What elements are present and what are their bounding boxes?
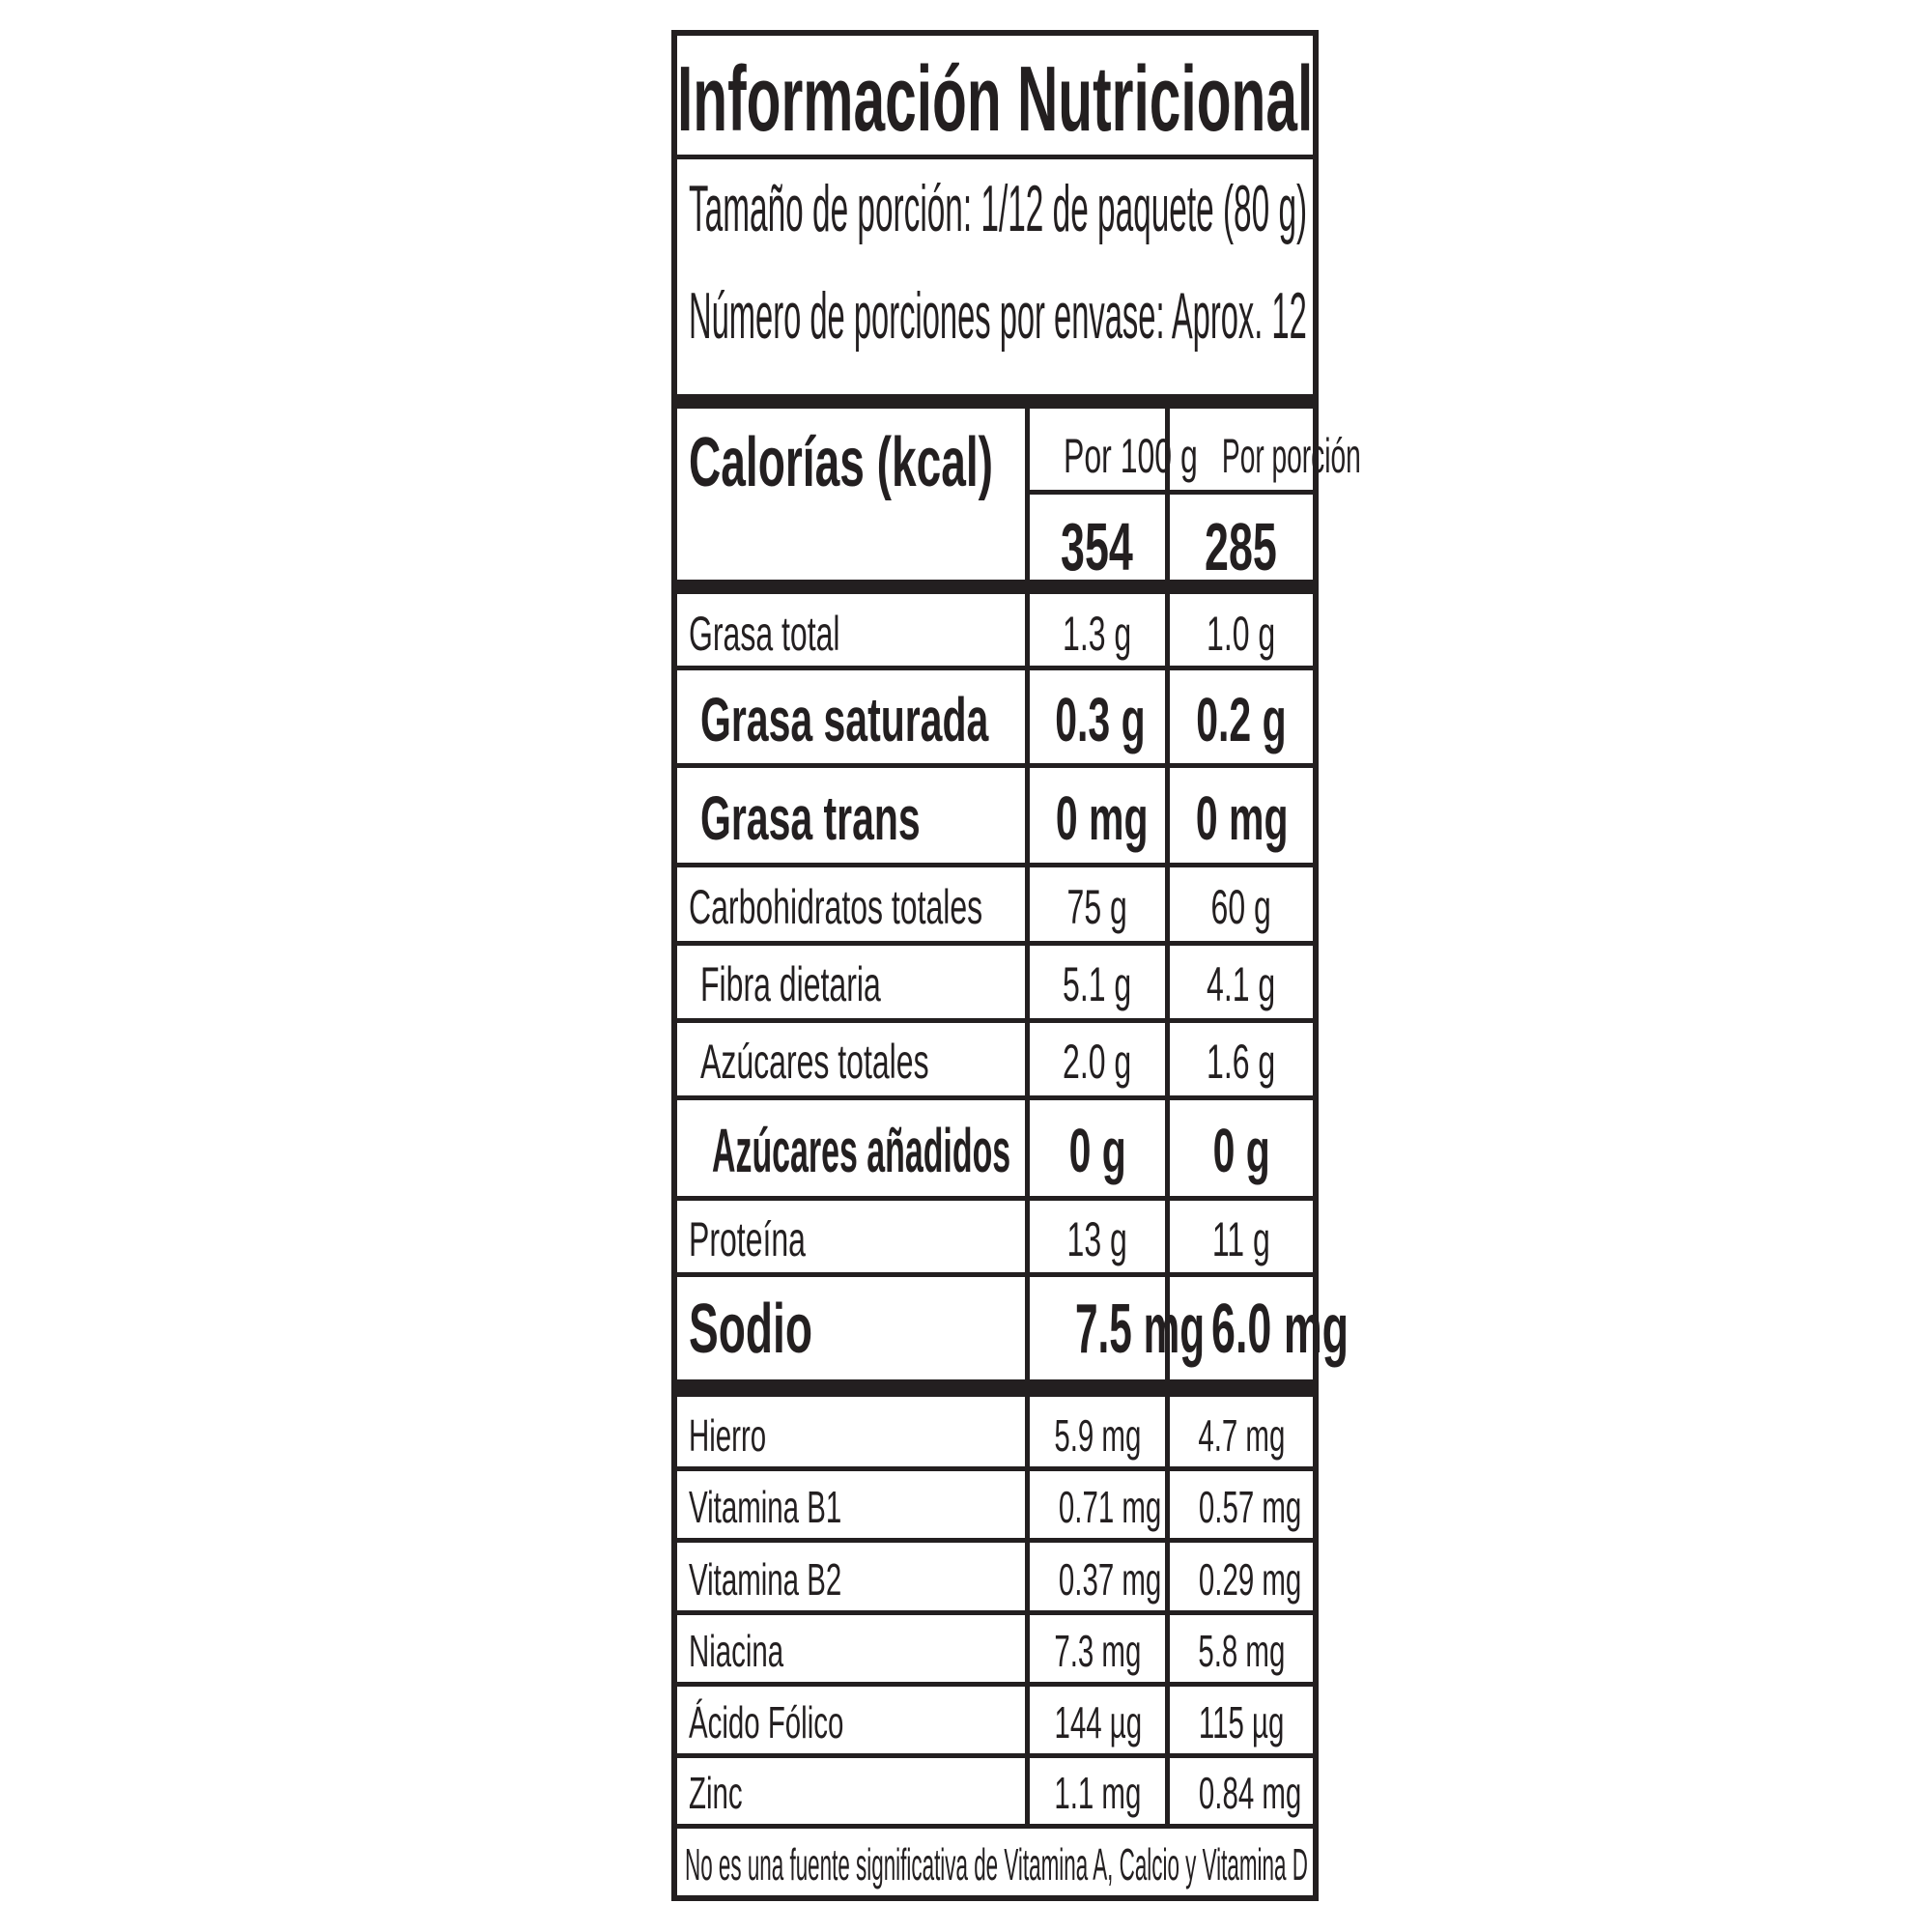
micronutrient-per-100g: 1.1 mg	[1054, 1768, 1142, 1818]
micronutrient-per-100g: 144 µg	[1054, 1697, 1143, 1747]
nutrient-per-100g: 0 g	[1068, 1116, 1126, 1185]
nutrient-label: Sodio	[689, 1291, 812, 1368]
nutrient-per-serving: 0 mg	[1195, 782, 1289, 853]
nutrient-label: Carbohidratos totales	[689, 879, 983, 934]
col1-header: Por 100 g	[1064, 429, 1198, 483]
nutrient-per-100g: 1.3 g	[1063, 606, 1132, 661]
row-divider	[677, 1272, 1313, 1277]
row-divider	[677, 666, 1313, 670]
servings-per-container: Número de porciones por envase: Aprox. 1…	[689, 279, 1307, 353]
nutrient-per-serving: 6.0 mg	[1211, 1291, 1350, 1368]
nutrient-per-100g: 75 g	[1066, 879, 1128, 934]
micronutrient-per-serving: 0.84 mg	[1198, 1768, 1302, 1818]
nutrient-per-serving: 1.0 g	[1207, 606, 1276, 661]
nutrient-label: Grasa total	[689, 606, 840, 661]
nutrient-label: Grasa trans	[700, 782, 921, 853]
nutrient-label: Azúcares totales	[700, 1035, 929, 1089]
footnote: No es una fuente significativa de Vitami…	[685, 1839, 1308, 1889]
nutrient-per-100g: 13 g	[1066, 1211, 1128, 1266]
calories-label: Calorías (kcal)	[689, 424, 994, 501]
nutrient-per-100g: 0 mg	[1055, 782, 1149, 853]
nutrient-per-100g: 5.1 g	[1063, 957, 1132, 1011]
thick-divider	[677, 1379, 1313, 1397]
nutrient-per-serving: 0 g	[1212, 1116, 1270, 1185]
column-divider	[1025, 409, 1030, 580]
micronutrient-per-serving: 4.7 mg	[1197, 1409, 1285, 1461]
micronutrient-per-100g: 5.9 mg	[1054, 1409, 1142, 1461]
row-divider	[677, 1466, 1313, 1471]
column-divider	[1025, 594, 1030, 1829]
column-divider	[1165, 409, 1170, 580]
row-divider	[677, 1753, 1313, 1758]
micronutrient-per-100g: 0.71 mg	[1058, 1482, 1162, 1532]
calories-per-serving: 285	[1204, 509, 1277, 584]
row-divider	[677, 1196, 1313, 1201]
calories-per-100g: 354	[1060, 509, 1133, 584]
micronutrient-per-serving: 0.57 mg	[1198, 1482, 1302, 1532]
micronutrient-label: Vitamina B1	[689, 1482, 842, 1532]
nutrient-per-serving: 11 g	[1212, 1211, 1270, 1266]
label-title: Información Nutricional	[677, 47, 1314, 151]
nutrient-per-serving: 4.1 g	[1207, 957, 1276, 1011]
micronutrient-label: Zinc	[689, 1768, 743, 1818]
micronutrient-per-serving: 0.29 mg	[1198, 1553, 1302, 1605]
micronutrient-per-100g: 0.37 mg	[1058, 1553, 1162, 1605]
column-divider	[1165, 594, 1170, 1829]
row-divider	[677, 1682, 1313, 1687]
col2-header: Por porción	[1221, 429, 1361, 483]
micronutrient-per-serving: 5.8 mg	[1197, 1626, 1285, 1676]
nutrient-per-serving: 0.2 g	[1196, 684, 1287, 754]
thick-divider	[677, 580, 1313, 594]
nutrient-label: Grasa saturada	[700, 684, 989, 754]
row-divider	[677, 763, 1313, 768]
micronutrient-per-serving: 115 µg	[1198, 1697, 1285, 1747]
row-divider	[677, 1095, 1313, 1100]
micronutrient-per-100g: 7.3 mg	[1054, 1626, 1142, 1676]
row-divider	[677, 941, 1313, 946]
nutrient-label: Fibra dietaria	[700, 957, 881, 1011]
row-divider	[677, 1538, 1313, 1543]
micronutrient-label: Ácido Fólico	[689, 1697, 844, 1747]
divider	[677, 1824, 1313, 1829]
serving-size: Tamaño de porción: 1/12 de paquete (80 g…	[689, 172, 1308, 245]
row-divider	[677, 863, 1313, 867]
nutrient-per-100g: 7.5 mg	[1075, 1291, 1206, 1368]
nutrient-per-100g: 0.3 g	[1055, 684, 1146, 754]
micronutrient-label: Vitamina B2	[689, 1553, 842, 1605]
nutrition-facts-label: Información Nutricional Tamaño de porció…	[671, 30, 1361, 1901]
micronutrient-label: Hierro	[689, 1409, 767, 1461]
nutrient-per-serving: 60 g	[1210, 879, 1272, 934]
nutrient-per-100g: 2.0 g	[1063, 1035, 1132, 1089]
nutrient-label: Azúcares añadidos	[712, 1116, 1011, 1185]
nutrient-label: Proteína	[689, 1211, 806, 1266]
divider	[677, 155, 1313, 159]
thick-divider	[677, 394, 1313, 409]
row-divider	[677, 1018, 1313, 1023]
row-divider	[677, 1610, 1313, 1615]
micronutrient-label: Niacina	[689, 1626, 784, 1676]
nutrient-per-serving: 1.6 g	[1207, 1035, 1276, 1089]
